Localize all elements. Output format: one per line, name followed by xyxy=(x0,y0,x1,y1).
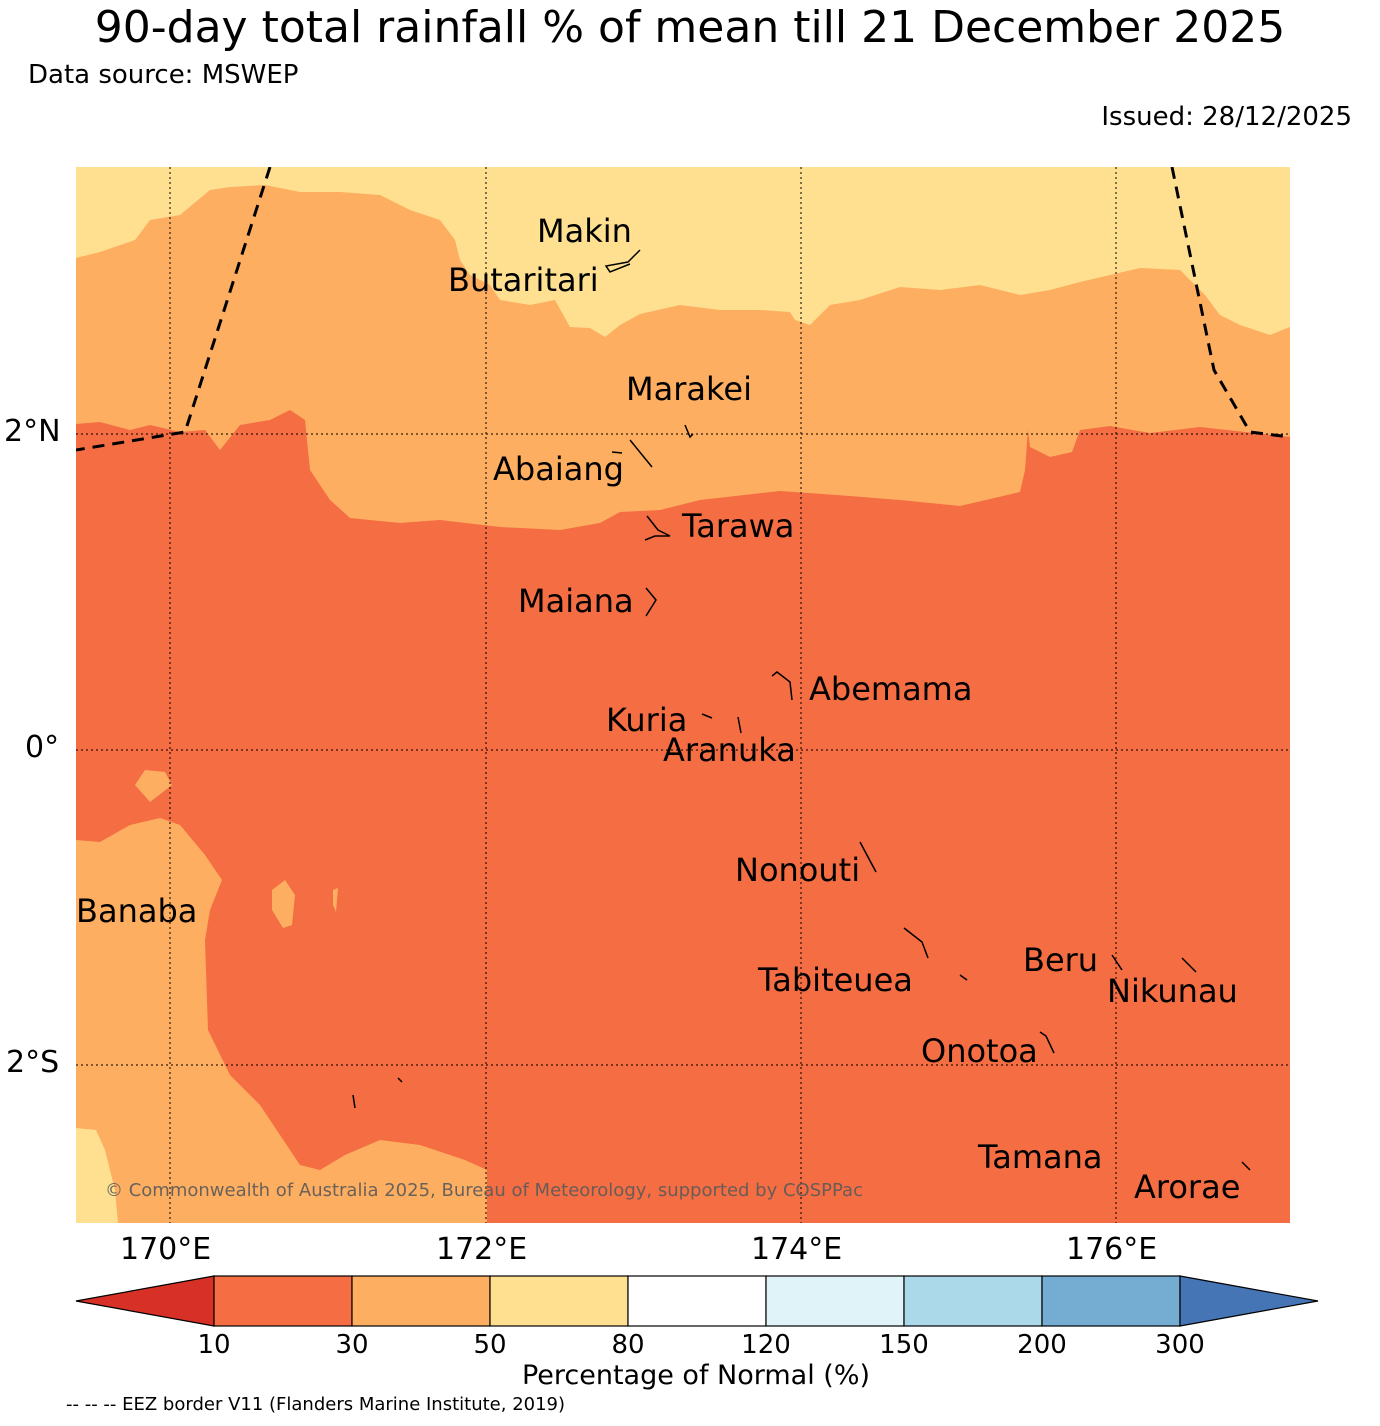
place-label: Makin xyxy=(537,212,632,250)
colorbar-10-30 xyxy=(213,1275,353,1327)
colorbar-tick: 30 xyxy=(335,1330,369,1360)
lon-label-172e: 172°E xyxy=(436,1232,528,1267)
place-label: Maiana xyxy=(518,582,634,620)
colorbar-tick: 10 xyxy=(197,1330,231,1360)
region-30-50-southwest xyxy=(76,818,487,1223)
colorbar-30-50 xyxy=(351,1275,491,1327)
region-30-50-patch xyxy=(272,880,295,928)
lon-label-174e: 174°E xyxy=(751,1232,843,1267)
eez-legend-note: -- -- -- EEZ border V11 (Flanders Marine… xyxy=(66,1394,566,1415)
region-30-50-patch xyxy=(135,770,172,802)
place-label: Nikunau xyxy=(1107,972,1238,1010)
region-30-50-patch xyxy=(333,888,338,912)
copyright-notice: © Commonwealth of Australia 2025, Bureau… xyxy=(105,1180,863,1201)
region-50-80-north xyxy=(76,167,1290,337)
issued-date: Issued: 28/12/2025 xyxy=(1101,102,1352,132)
place-label: Banaba xyxy=(76,892,198,930)
colorbar-200-300 xyxy=(1041,1275,1181,1327)
colorbar-title: Percentage of Normal (%) xyxy=(521,1360,871,1391)
lat-label-0: 0° xyxy=(25,730,60,765)
lon-label-170e: 170°E xyxy=(120,1232,212,1267)
place-label: Nonouti xyxy=(735,851,861,889)
colorbar-tick: 50 xyxy=(473,1330,507,1360)
place-label: Abemama xyxy=(809,670,973,708)
place-label: Aranuka xyxy=(663,731,796,769)
place-label: Onotoa xyxy=(921,1032,1038,1070)
colorbar xyxy=(75,1275,1319,1327)
colorbar-tick: 120 xyxy=(741,1330,791,1360)
colorbar-tick: 80 xyxy=(611,1330,645,1360)
colorbar-80-120 xyxy=(627,1275,767,1327)
place-label: Tamana xyxy=(978,1138,1103,1176)
place-label: Tabiteuea xyxy=(758,961,913,999)
island-outlines xyxy=(352,249,1251,1171)
place-label: Abaiang xyxy=(493,450,624,488)
lon-label-176e: 176°E xyxy=(1066,1232,1158,1267)
place-label: Marakei xyxy=(626,370,752,408)
colorbar-150-200 xyxy=(903,1275,1043,1327)
colorbar-gt300 xyxy=(1179,1275,1319,1327)
lat-label-2n: 2°N xyxy=(4,414,61,449)
graticule xyxy=(76,167,1290,1223)
region-50-80-corner xyxy=(76,1128,118,1223)
eez-border xyxy=(76,167,1290,452)
colorbar-120-150 xyxy=(765,1275,905,1327)
map-title: 90-day total rainfall % of mean till 21 … xyxy=(94,2,1286,53)
place-label: Tarawa xyxy=(682,507,795,545)
colorbar-tick: 150 xyxy=(879,1330,929,1360)
colorbar-50-80 xyxy=(489,1275,629,1327)
data-source: Data source: MSWEP xyxy=(28,60,299,90)
place-label: Butaritari xyxy=(448,261,599,299)
place-label: Beru xyxy=(1023,941,1099,979)
place-label: Kuria xyxy=(606,701,688,739)
colorbar-tick: 300 xyxy=(1155,1330,1205,1360)
lat-label-2s: 2°S xyxy=(6,1045,60,1080)
place-label: Arorae xyxy=(1134,1168,1241,1206)
colorbar-lt10 xyxy=(75,1275,215,1327)
colorbar-tick: 200 xyxy=(1017,1330,1067,1360)
map-area xyxy=(76,167,1290,1223)
